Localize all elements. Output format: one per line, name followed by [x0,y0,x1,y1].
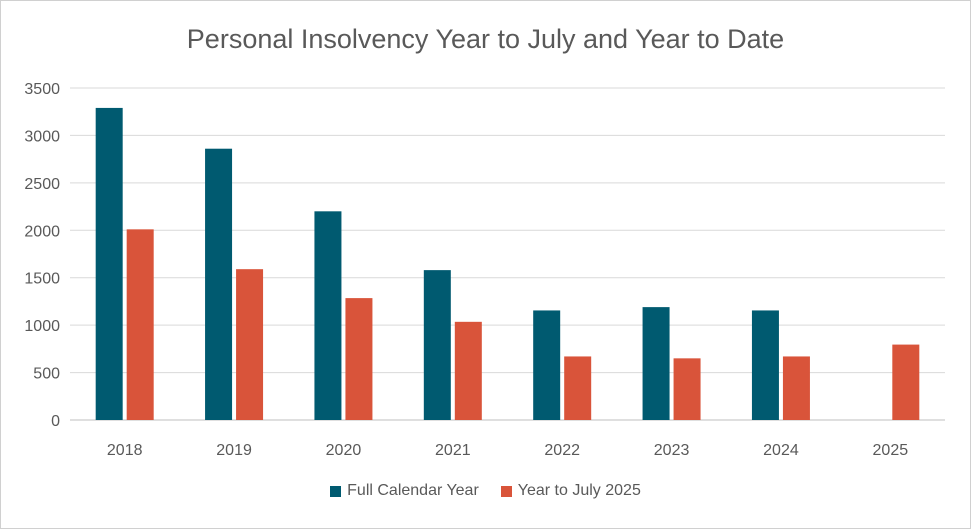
y-tick-label: 500 [33,366,60,383]
x-tick-label: 2024 [763,442,799,459]
chart-title: Personal Insolvency Year to July and Yea… [186,24,785,54]
legend-label-year-to-july-2025: Year to July 2025 [517,482,641,499]
legend-item-full-calendar-year: Full Calendar Year [330,482,479,500]
y-tick-label: 2000 [24,223,60,240]
x-tick-label: 2025 [873,442,909,459]
bars [95,107,920,421]
bar-full-calendar-year-2023 [642,307,670,420]
y-tick-label: 3000 [24,128,60,145]
bar-year-to-july-2025-2025 [892,344,920,420]
legend-swatch-year-to-july-2025 [500,485,512,497]
x-tick-label: 2018 [107,442,143,459]
bar-full-calendar-year-2022 [533,310,561,420]
x-tick-label: 2020 [326,442,362,459]
bar-year-to-july-2025-2019 [236,269,264,420]
x-tick-label: 2021 [435,442,471,459]
gridlines [70,87,945,421]
y-tick-label: 2500 [24,176,60,193]
bar-year-to-july-2025-2020 [345,298,373,420]
y-tick-label: 1500 [24,271,60,288]
x-tick-label: 2019 [216,442,252,459]
bar-year-to-july-2025-2024 [782,356,810,420]
y-tick-label: 0 [51,413,60,430]
legend-item-year-to-july-2025: Year to July 2025 [500,482,641,500]
bar-year-to-july-2025-2021 [454,321,482,420]
bar-full-calendar-year-2019 [205,148,233,421]
bar-full-calendar-year-2018 [95,107,123,421]
y-tick-label: 1000 [24,318,60,335]
x-tick-label: 2022 [544,442,580,459]
bar-full-calendar-year-2024 [751,310,779,420]
legend-swatch-full-calendar-year [330,485,342,497]
bar-year-to-july-2025-2018 [126,229,154,420]
bar-full-calendar-year-2021 [423,270,451,420]
legend-label-full-calendar-year: Full Calendar Year [347,482,479,499]
bar-full-calendar-year-2020 [314,211,342,420]
bar-year-to-july-2025-2023 [673,358,701,420]
y-axis-ticks: 0 500 1000 1500 2000 2500 3000 3500 [24,81,60,430]
x-axis-ticks: 2018 2019 2020 2021 2022 2023 2024 2025 [107,442,908,459]
legend: Full Calendar Year Year to July 2025 [0,482,971,500]
y-tick-label: 3500 [24,81,60,98]
x-tick-label: 2023 [654,442,690,459]
bar-year-to-july-2025-2022 [564,356,592,420]
